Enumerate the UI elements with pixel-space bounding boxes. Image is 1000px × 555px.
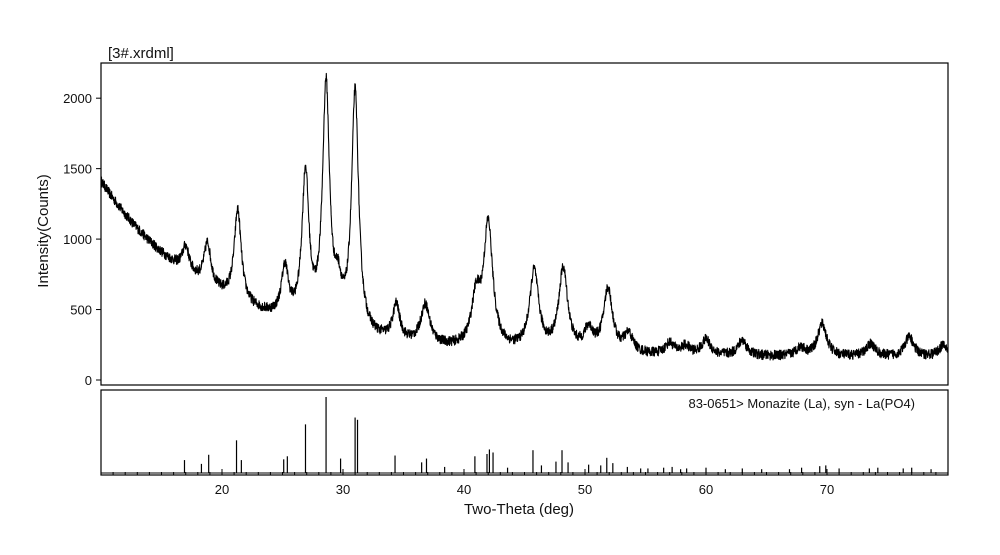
x-tick-label: 70 (820, 482, 834, 497)
y-axis-label: Intensity(Counts) (35, 174, 52, 287)
reference-lines (101, 397, 948, 474)
main-plot-frame (100, 62, 949, 386)
x-tick-label: 60 (699, 482, 713, 497)
x-axis-label: Two-Theta (deg) (464, 501, 574, 518)
x-tick-label: 20 (215, 482, 229, 497)
y-tick-label: 500 (70, 303, 92, 318)
reference-card-label: 83-0651> Monazite (La), syn - La(PO4) (688, 396, 915, 411)
x-tick-label: 40 (457, 482, 471, 497)
chart-title: [3#.xrdml] (108, 45, 174, 62)
y-tick-label: 1500 (63, 162, 92, 177)
y-tick-label: 2000 (63, 91, 92, 106)
x-tick-label: 50 (578, 482, 592, 497)
y-tick-label: 1000 (63, 232, 92, 247)
y-tick-label: 0 (85, 373, 92, 388)
y-axis-ticks: 0 500 1000 1500 2000 (63, 91, 101, 388)
x-tick-label: 30 (336, 482, 350, 497)
diffraction-pattern-line (100, 72, 949, 361)
